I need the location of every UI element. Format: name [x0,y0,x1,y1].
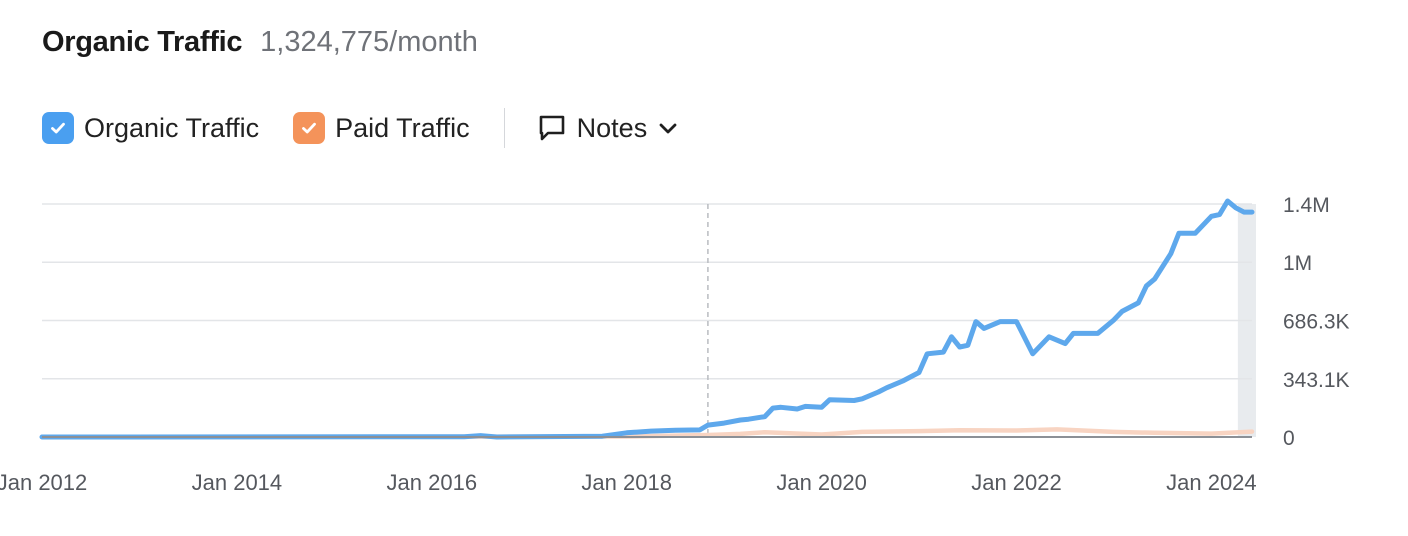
y-tick-label: 686.3K [1283,310,1350,333]
paid-traffic-label: Paid Traffic [335,112,470,143]
organic-traffic-label: Organic Traffic [84,112,260,143]
traffic-line-chart[interactable]: 0 343.1K 686.3K 1M 1.4M Jan 2012 Jan 2014 Jan 2… [0,160,1408,530]
x-tick-label: Jan 2012 [0,470,87,495]
x-tick-label: Jan 2014 [192,470,283,495]
comment-icon [539,115,564,141]
notes-dropdown[interactable]: Notes [537,113,680,144]
traffic-value: 1,324,775/month [260,26,478,58]
x-tick-label: Jan 2022 [971,470,1062,495]
notes-label: Notes [576,112,648,143]
legend-divider [503,108,505,148]
organic-traffic-checkbox[interactable] [42,112,74,144]
y-tick-label: 1M [1283,252,1312,275]
paid-traffic-line [39,427,1255,440]
checkmark-icon [302,122,316,134]
chart-header: Organic Traffic 1,324,775/month [42,26,478,59]
legend-organic-traffic[interactable]: Organic Traffic [42,112,259,144]
chart-title: Organic Traffic [42,26,243,58]
legend-paid-traffic[interactable]: Paid Traffic [293,112,470,144]
checkmark-icon [51,122,65,134]
y-tick-label: 0 [1283,427,1295,450]
x-tick-label: Jan 2020 [776,470,867,495]
organic-traffic-line [39,198,1255,440]
chart-legend: Organic Traffic Paid Traffic Notes [42,108,679,148]
x-tick-label: Jan 2024 [1166,470,1257,495]
y-tick-label: 1.4M [1283,194,1330,217]
x-tick-label: Jan 2018 [581,470,672,495]
x-tick-label: Jan 2016 [387,470,478,495]
y-tick-label: 343.1K [1283,369,1350,392]
paid-traffic-checkbox[interactable] [293,112,326,144]
chevron-down-icon [659,123,677,134]
